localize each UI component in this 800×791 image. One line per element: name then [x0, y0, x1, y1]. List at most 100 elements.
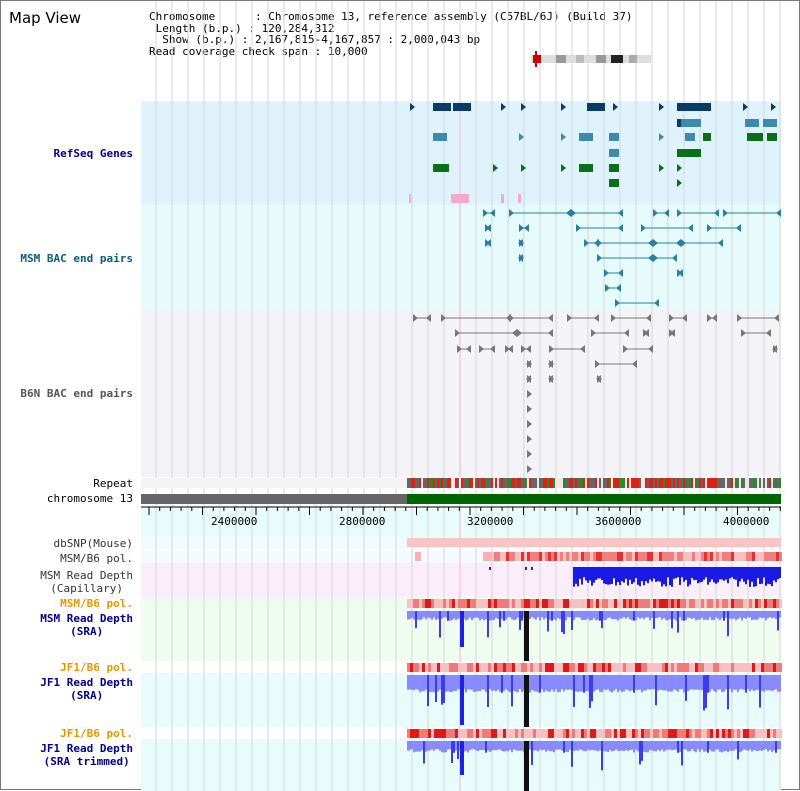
msm-depth-sra-bar: [471, 611, 473, 621]
track-label-jf1-depth-sra[interactable]: JF1 Read Depth (SRA): [40, 676, 133, 702]
jf1-depth-trim-bar: [747, 741, 749, 751]
msm-pol2-strip: [569, 599, 572, 608]
jf1-pol1-strip: [680, 663, 683, 672]
msm-pol1-strip: [524, 552, 527, 561]
msm-pol1-strip: [773, 552, 776, 561]
msm-pol2-strip: [671, 599, 674, 608]
jf1-depth-trim-bar: [749, 741, 751, 750]
jf1-depth-trim-bar: [715, 741, 717, 750]
msm-depth-sra-bar: [513, 611, 515, 621]
jf1-depth-sra-bar: [433, 675, 435, 693]
jf1-pol1-strip: [443, 663, 446, 672]
jf1-pol2-strip: [569, 729, 572, 738]
jf1-depth-sra-bar: [449, 675, 451, 692]
jf1-pol1-strip: [686, 663, 689, 672]
msm-pol1-strip: [677, 552, 680, 561]
repeat-segment: [665, 478, 667, 488]
jf1-pol1-strip: [653, 663, 656, 672]
jf1-depth-trim-bar: [585, 741, 587, 752]
msm-pol1-strip: [713, 552, 716, 561]
track-label-jf1-pol-1[interactable]: JF1/B6 pol.: [60, 661, 133, 674]
jf1-pol2-strip: [530, 729, 533, 738]
jf1-depth-sra-bar: [537, 675, 539, 693]
msm-depth-cap-bar: [707, 567, 709, 585]
msm-pol2-strip: [773, 599, 776, 608]
track-label-msm-depth-cap[interactable]: MSM Read Depth (Capillary): [40, 569, 133, 595]
repeat-segment: [549, 478, 551, 488]
jf1-depth-trim-bar: [647, 741, 649, 753]
msm-depth-cap-bar: [773, 567, 775, 581]
repeat-segment: [581, 478, 583, 488]
msm-depth-sra-bar: [543, 611, 545, 620]
msm-depth-cap-bar: [635, 567, 637, 578]
jf1-depth-sra-bar: [569, 675, 571, 690]
jf1-depth-sra-bar: [477, 675, 479, 691]
ideogram-band: [611, 55, 623, 63]
msm-pol1-strip: [563, 552, 566, 561]
jf1-pol1-strip: [470, 663, 473, 672]
msm-pol2-strip: [695, 599, 698, 608]
jf1-pol2-strip: [731, 729, 734, 738]
msm-depth-cap-bar: [489, 567, 491, 570]
repeat-segment: [563, 478, 565, 488]
b6n-bac-pair-end: [426, 314, 431, 322]
msm-depth-sra-bar: [661, 611, 663, 620]
b6n-bac-pair-end: [508, 345, 513, 353]
track-label-refseq[interactable]: RefSeq Genes: [53, 147, 133, 160]
repeat-segment: [751, 478, 753, 488]
msm-depth-cap-bar: [653, 567, 655, 579]
jf1-depth-sra-bar: [499, 675, 501, 692]
msm-pol1-strip: [557, 552, 560, 561]
msm-depth-sra-bar: [739, 611, 741, 618]
track-label-msm-bac[interactable]: MSM BAC end pairs: [20, 252, 133, 265]
jf1-pol2-strip: [674, 729, 677, 738]
jf1-depth-sra-bar: [497, 675, 499, 690]
repeat-segment: [407, 478, 409, 488]
msm-depth-cap-bar: [777, 567, 779, 580]
jf1-depth-trim-bar: [771, 741, 773, 753]
msm-depth-cap-bar: [709, 567, 711, 582]
repeat-segment: [543, 478, 545, 488]
jf1-pol2-strip: [743, 729, 746, 738]
repeat-segment: [533, 478, 535, 488]
repeat-segment: [691, 478, 693, 488]
b6n-bac-pair-end: [441, 314, 446, 322]
msm-pol2-strip: [476, 599, 479, 608]
jf1-pol1-strip: [737, 663, 740, 672]
repeat-segment: [491, 478, 493, 488]
track-label-dbsnp[interactable]: dbSNP(Mouse): [53, 537, 133, 550]
track-label-msm-depth-sra[interactable]: MSM Read Depth (SRA): [40, 612, 133, 638]
msm-depth-sra-bar: [457, 611, 459, 619]
jf1-pol2-strip: [758, 729, 761, 738]
msm-depth-cap-bar: [715, 567, 717, 584]
jf1-depth-trim-bar: [689, 741, 691, 752]
jf1-depth-trim-bar: [541, 741, 543, 751]
track-label-jf1-pol-2[interactable]: JF1/B6 pol.: [60, 727, 133, 740]
msm-depth-sra-bar: [627, 611, 629, 618]
msm-pol1-strip: [695, 552, 698, 561]
msm-pol1-strip: [632, 552, 635, 561]
jf1-pol2-strip: [488, 729, 491, 738]
jf1-depth-sra-bar: [735, 675, 737, 690]
repeat-segment: [681, 478, 683, 488]
jf1-pol1-strip: [683, 663, 686, 672]
track-label-msm-pol-1[interactable]: MSM/B6 pol.: [60, 552, 133, 565]
jf1-depth-trim-bar-peak: [457, 741, 459, 760]
repeat-segment: [753, 478, 755, 488]
msm-depth-cap-bar: [749, 567, 751, 587]
b6n-bac-pair-end: [413, 314, 418, 322]
track-label-msm-pol-2[interactable]: MSM/B6 pol.: [60, 597, 133, 610]
msm-pol1-strip: [515, 552, 518, 561]
jf1-depth-sra-bar: [725, 675, 727, 690]
track-label-jf1-depth-trim[interactable]: JF1 Read Depth (SRA trimmed): [40, 742, 133, 768]
jf1-depth-trim-bar: [591, 741, 593, 751]
gene-arrow: [521, 164, 526, 172]
b6n-bac-pair-end: [512, 329, 517, 337]
track-label-b6n-bac[interactable]: B6N BAC end pairs: [20, 387, 133, 400]
msm-depth-cap-bar: [727, 567, 729, 584]
repeat-track-empty: [141, 478, 407, 488]
msm-pol1-strip: [503, 552, 506, 561]
msm-pol2-strip: [755, 599, 758, 608]
jf1-pol1-strip: [551, 663, 554, 672]
